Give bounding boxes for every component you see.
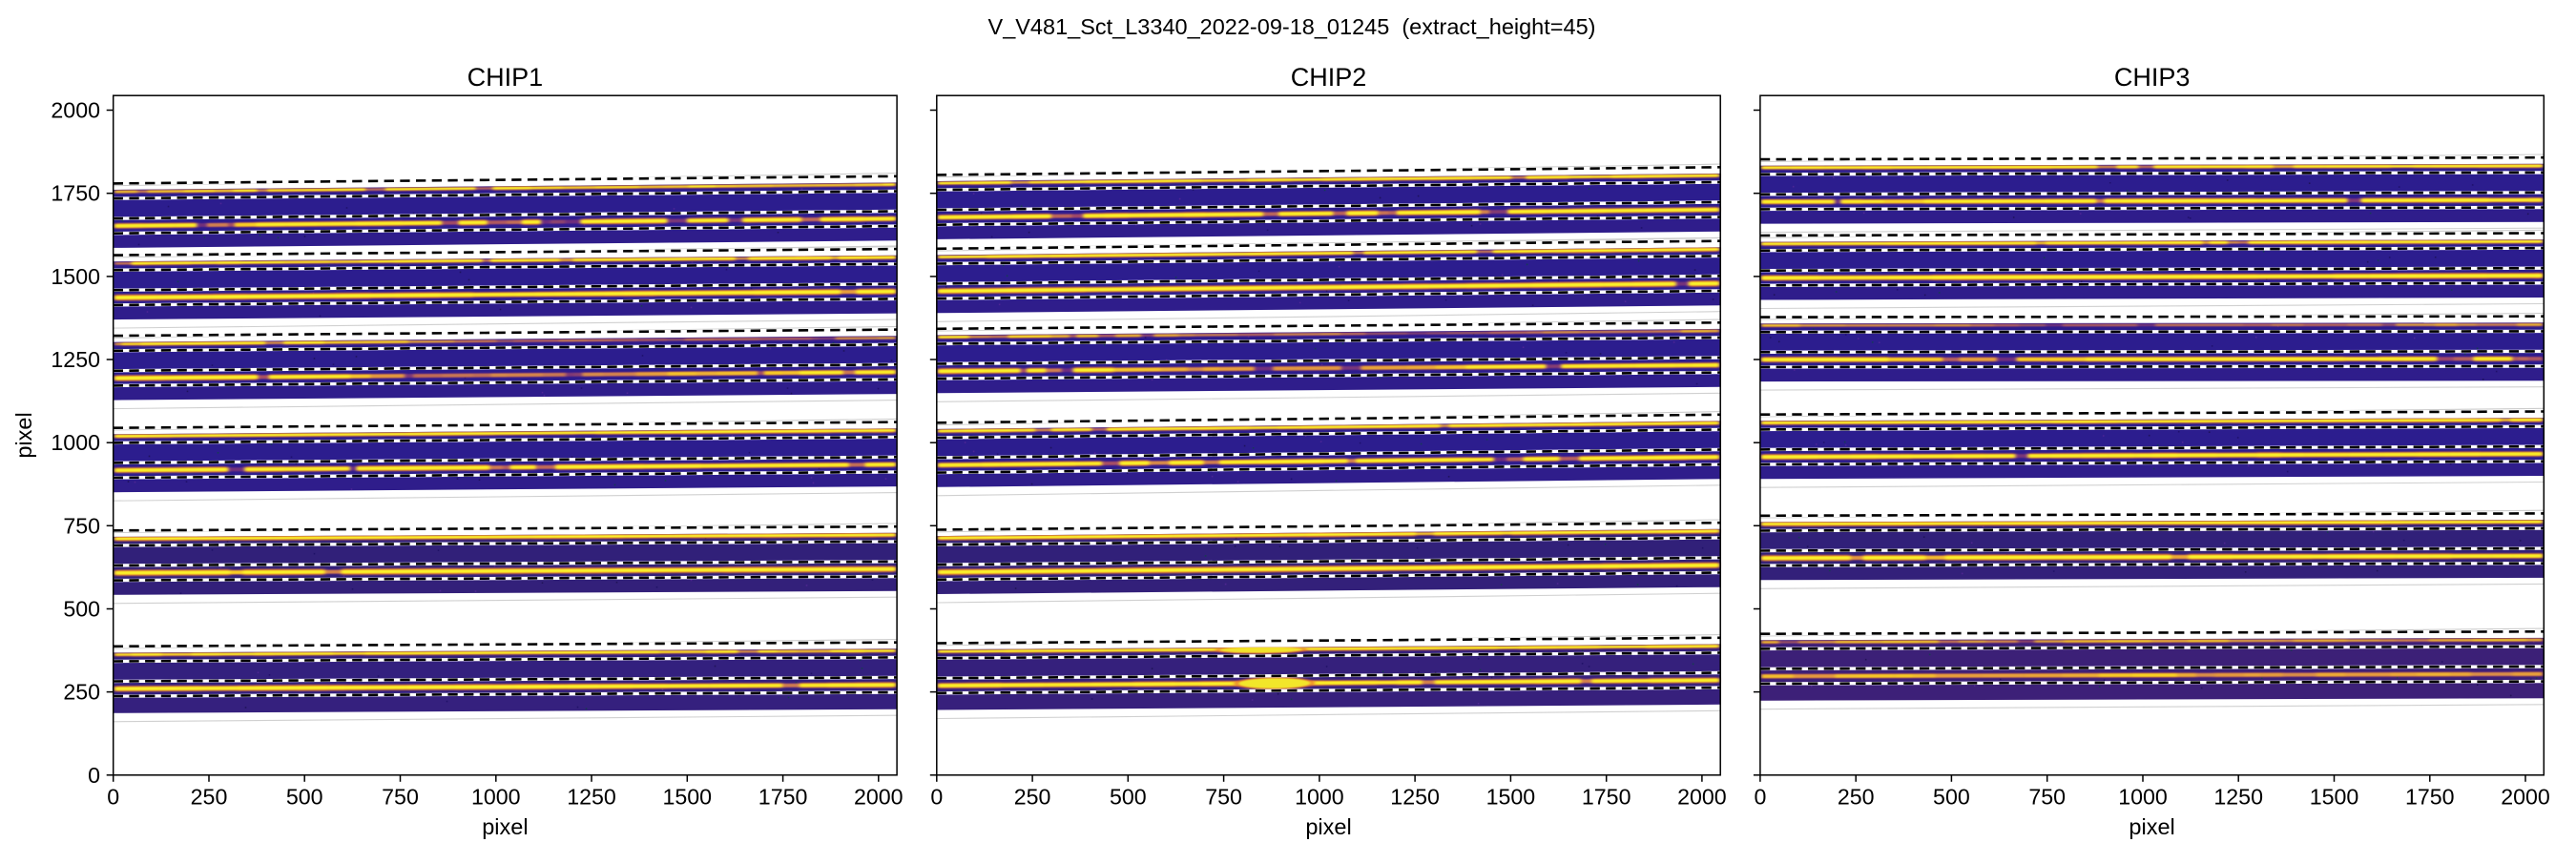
svg-text:2000: 2000 (2501, 785, 2550, 810)
svg-text:CHIP1: CHIP1 (467, 63, 544, 92)
svg-text:500: 500 (286, 785, 323, 810)
svg-text:500: 500 (1933, 785, 1970, 810)
svg-text:1250: 1250 (567, 785, 616, 810)
svg-text:CHIP3: CHIP3 (2114, 63, 2191, 92)
svg-text:250: 250 (1838, 785, 1875, 810)
svg-text:1250: 1250 (51, 347, 100, 372)
svg-text:1500: 1500 (51, 264, 100, 289)
svg-text:pixel: pixel (11, 412, 36, 458)
svg-text:750: 750 (1205, 785, 1242, 810)
svg-text:CHIP2: CHIP2 (1291, 63, 1367, 92)
svg-text:1000: 1000 (1295, 785, 1344, 810)
svg-text:1500: 1500 (663, 785, 713, 810)
svg-text:500: 500 (1110, 785, 1147, 810)
svg-text:pixel: pixel (1305, 814, 1351, 839)
svg-text:1750: 1750 (758, 785, 808, 810)
svg-text:2000: 2000 (854, 785, 904, 810)
svg-text:2000: 2000 (1677, 785, 1727, 810)
svg-text:1500: 1500 (2310, 785, 2359, 810)
svg-text:1750: 1750 (2405, 785, 2455, 810)
svg-text:1000: 1000 (471, 785, 521, 810)
svg-text:1250: 1250 (2213, 785, 2263, 810)
svg-text:pixel: pixel (2129, 814, 2174, 839)
svg-text:1500: 1500 (1486, 785, 1536, 810)
svg-text:0: 0 (930, 785, 943, 810)
svg-text:750: 750 (382, 785, 419, 810)
svg-text:1750: 1750 (51, 181, 100, 206)
svg-text:0: 0 (107, 785, 119, 810)
svg-text:0: 0 (1754, 785, 1766, 810)
svg-text:500: 500 (63, 597, 100, 622)
svg-text:750: 750 (2028, 785, 2066, 810)
svg-text:0: 0 (88, 763, 100, 788)
svg-text:250: 250 (63, 680, 100, 705)
svg-text:1750: 1750 (1582, 785, 1631, 810)
svg-text:pixel: pixel (482, 814, 528, 839)
svg-text:1250: 1250 (1390, 785, 1440, 810)
svg-text:2000: 2000 (51, 98, 100, 123)
svg-text:1000: 1000 (2118, 785, 2168, 810)
svg-text:1000: 1000 (51, 430, 100, 455)
svg-text:750: 750 (63, 513, 100, 538)
svg-text:250: 250 (1014, 785, 1051, 810)
svg-text:V_V481_Sct_L3340_2022-09-18_01: V_V481_Sct_L3340_2022-09-18_01245 (extra… (988, 14, 1596, 39)
svg-text:250: 250 (191, 785, 228, 810)
